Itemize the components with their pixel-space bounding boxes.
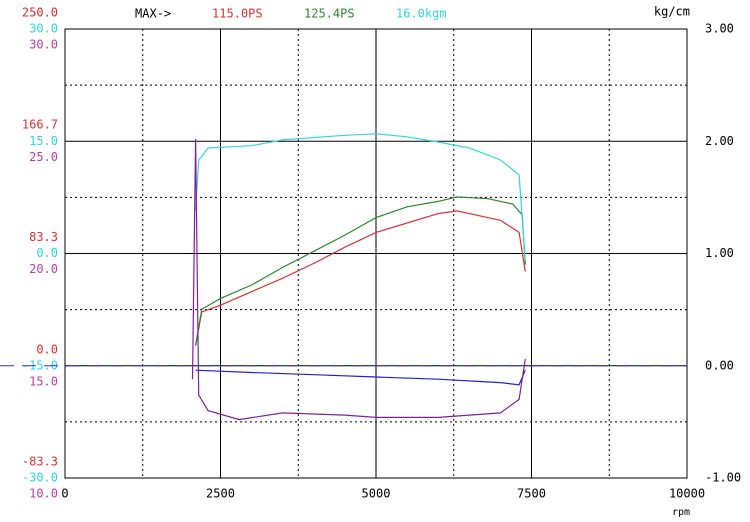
left-tick-label: 83.3 (29, 230, 58, 244)
max-label: 16.0kgm (396, 7, 447, 21)
left-tick-label: 15.0 (29, 134, 58, 148)
left-tick-label: 30.0 (29, 38, 58, 52)
x-tick-label: 10000 (669, 487, 705, 501)
max-label: 125.4PS (304, 7, 355, 21)
x-tick-label: 5000 (362, 487, 391, 501)
max-label: 115.0PS (212, 7, 263, 21)
x-axis-label: rpm (672, 507, 690, 518)
left-tick-label: 10.0 (29, 487, 58, 501)
left-tick-label: -15.0 (22, 358, 58, 372)
series-line (191, 138, 526, 421)
left-tick-label: 250.0 (22, 6, 58, 20)
left-tick-label: 0.0 (36, 342, 58, 356)
series-line (195, 369, 526, 386)
left-tick-label: -83.3 (22, 455, 58, 469)
x-tick-label: 7500 (517, 487, 546, 501)
left-tick-label: -30.0 (22, 471, 58, 485)
right-tick-label: -1.00 (705, 471, 741, 485)
x-tick-label: 0 (61, 487, 68, 501)
left-tick-label: 20.0 (29, 262, 58, 276)
left-tick-label: 166.7 (22, 118, 58, 132)
left-tick-label: 25.0 (29, 150, 58, 164)
left-tick-label: 30.0 (29, 22, 58, 36)
series-line (195, 196, 526, 346)
right-tick-label: 1.00 (705, 246, 734, 260)
left-tick-label: 0.0 (36, 246, 58, 260)
x-tick-label: 2500 (206, 487, 235, 501)
left-tick-label: 15.0 (29, 374, 58, 388)
series-line (195, 133, 526, 261)
right-tick-label: 3.00 (705, 22, 734, 36)
right-axis-label: kg/cm (654, 5, 690, 19)
right-tick-label: 0.00 (705, 358, 734, 372)
header-label: MAX-> (135, 7, 171, 21)
right-tick-label: 2.00 (705, 134, 734, 148)
series-line (195, 210, 526, 346)
